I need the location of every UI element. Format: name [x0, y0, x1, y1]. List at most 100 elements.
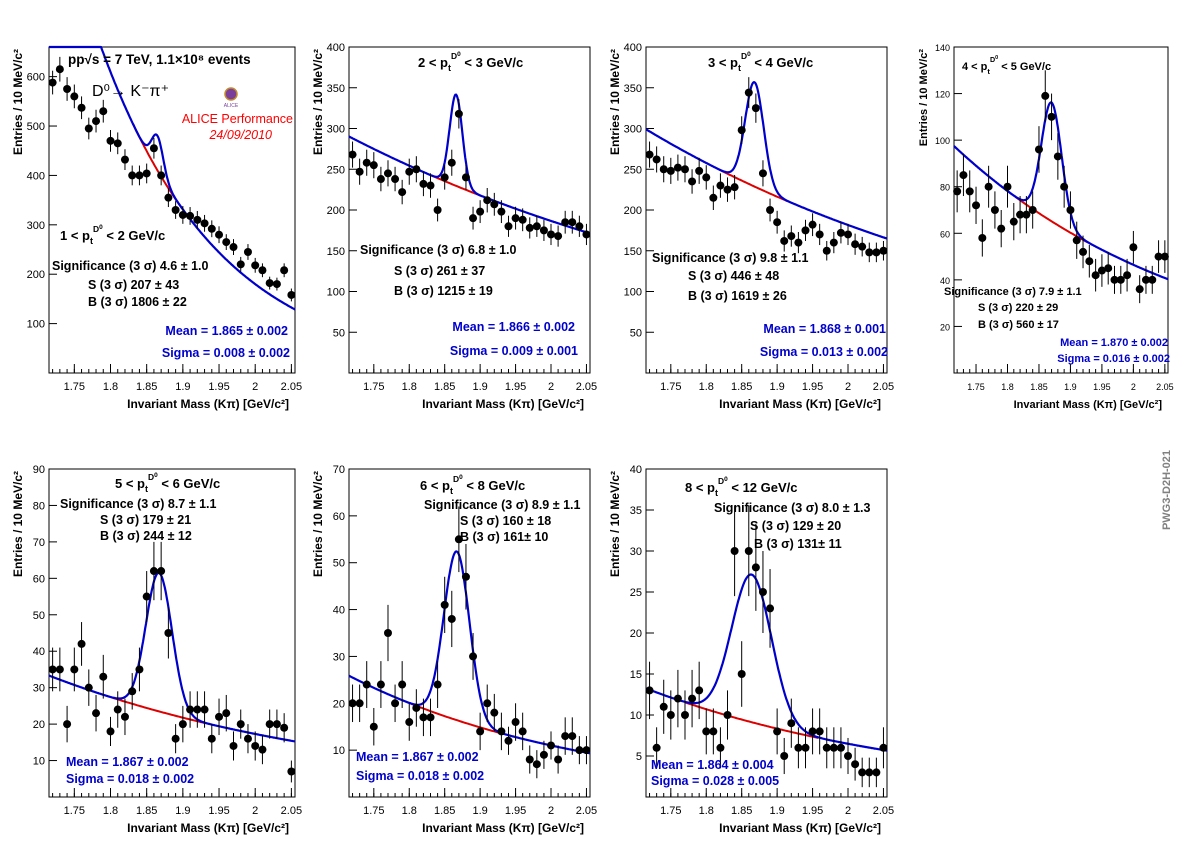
x-tick-label: 2 — [845, 805, 851, 817]
background-text: B (3 σ) 1806 ± 22 — [88, 295, 187, 309]
data-point — [128, 687, 137, 696]
mean-text: Mean = 1.868 ± 0.001 — [763, 322, 886, 336]
data-point — [243, 247, 252, 256]
data-point — [113, 705, 122, 714]
total-fit-curve — [645, 573, 888, 752]
data-point — [287, 767, 296, 776]
data-point — [1041, 91, 1050, 100]
data-point — [412, 703, 421, 712]
data-point — [730, 547, 739, 555]
x-tick-label: 1.75 — [363, 381, 384, 393]
data-point — [1085, 257, 1094, 266]
data-point — [666, 711, 675, 719]
data-point — [236, 260, 245, 269]
data-point — [1034, 145, 1043, 154]
y-tick-label: 50 — [333, 327, 345, 339]
x-tick-label: 1.95 — [505, 381, 526, 393]
data-point — [547, 741, 556, 750]
y-tick-label: 150 — [624, 246, 642, 258]
x-tick-label: 2.05 — [281, 805, 302, 817]
data-point — [766, 604, 775, 613]
data-point — [680, 711, 689, 719]
data-point — [251, 741, 260, 750]
data-point — [801, 226, 810, 235]
y-tick-label: 400 — [27, 170, 45, 182]
data-point — [780, 752, 789, 760]
data-point — [251, 261, 260, 270]
data-point — [737, 670, 746, 678]
x-tick-label: 1.8 — [103, 381, 118, 393]
chart-panel-2: 1.75 1.8 1.85 1.9 1.95 2 2.05 50 100 150 200 250 300… — [311, 42, 597, 411]
x-tick-label: 1.95 — [802, 805, 823, 817]
data-point — [92, 709, 101, 718]
data-point — [836, 228, 845, 237]
data-point — [511, 718, 520, 727]
y-axis-label: Entries / 10 MeV/c² — [311, 471, 325, 577]
data-point — [737, 126, 746, 135]
x-tick-label: 1.9 — [472, 805, 487, 817]
data-point — [1141, 275, 1150, 284]
sigma-text: Sigma = 0.008 ± 0.002 — [162, 346, 290, 360]
x-tick-label: 1.95 — [802, 381, 823, 393]
background-text: B (3 σ) 244 ± 12 — [100, 529, 192, 543]
background-fit-curve — [719, 168, 789, 203]
data-point — [497, 727, 506, 736]
data-point — [490, 708, 499, 717]
data-point — [128, 171, 137, 180]
data-point — [990, 206, 999, 214]
data-point — [113, 139, 122, 148]
data-point — [561, 732, 570, 741]
data-point — [702, 727, 711, 736]
data-point — [398, 680, 407, 689]
data-point — [440, 173, 449, 182]
y-tick-label: 40 — [940, 276, 950, 286]
data-point — [149, 567, 158, 576]
total-fit-curve — [953, 101, 1169, 281]
data-point — [200, 705, 209, 714]
data-point — [659, 165, 668, 174]
x-tick-label: 2 — [548, 805, 554, 817]
data-point — [1009, 217, 1018, 226]
data-point — [1135, 285, 1144, 294]
data-point — [135, 665, 144, 674]
x-tick-label: 2 — [1131, 382, 1136, 392]
y-tick-label: 120 — [935, 90, 950, 100]
x-tick-label: 1.9 — [175, 381, 190, 393]
significance-text: Significance (3 σ) 7.9 ± 1.1 — [944, 286, 1082, 298]
data-point — [193, 215, 202, 224]
signal-text: S (3 σ) 207 ± 43 — [88, 278, 179, 292]
y-tick-label: 25 — [630, 587, 642, 599]
x-tick-label: 2.05 — [1156, 382, 1174, 392]
x-tick-label: 1.85 — [136, 805, 157, 817]
data-point — [525, 755, 534, 764]
data-point — [1066, 206, 1075, 214]
data-point — [695, 166, 704, 175]
data-point — [164, 193, 173, 202]
signal-text: S (3 σ) 179 ± 21 — [100, 513, 191, 527]
y-tick-label: 100 — [935, 136, 950, 146]
data-point — [1016, 210, 1025, 219]
data-point — [391, 699, 400, 708]
x-tick-label: 1.8 — [699, 381, 714, 393]
data-point — [70, 665, 79, 674]
y-tick-label: 20 — [940, 322, 950, 332]
data-point — [405, 167, 414, 176]
data-point — [1053, 152, 1062, 161]
y-tick-label: 400 — [327, 42, 345, 54]
x-tick-label: 1.75 — [660, 805, 681, 817]
panel-title: 8 < ptD0 < 12 GeV/c — [685, 476, 798, 498]
chart-panel-6: 1.75 1.8 1.85 1.9 1.95 2 2.05 10 20 30 40 50 60 70 Inv… — [311, 464, 597, 835]
data-point — [673, 163, 682, 172]
data-point — [815, 727, 824, 736]
data-point — [272, 720, 281, 729]
x-tick-label: 1.75 — [64, 805, 85, 817]
data-point — [575, 746, 584, 755]
chart-panel-4: 1.75 1.8 1.85 1.9 1.95 2 2.05 20 40 60 80 100 120 140… — [918, 43, 1174, 411]
data-point — [280, 266, 289, 275]
data-point — [178, 210, 187, 219]
data-point — [120, 155, 129, 164]
data-point — [547, 230, 556, 239]
significance-text: Significance (3 σ) 4.6 ± 1.0 — [52, 259, 208, 273]
y-tick-label: 350 — [624, 83, 642, 95]
data-point — [200, 219, 209, 228]
